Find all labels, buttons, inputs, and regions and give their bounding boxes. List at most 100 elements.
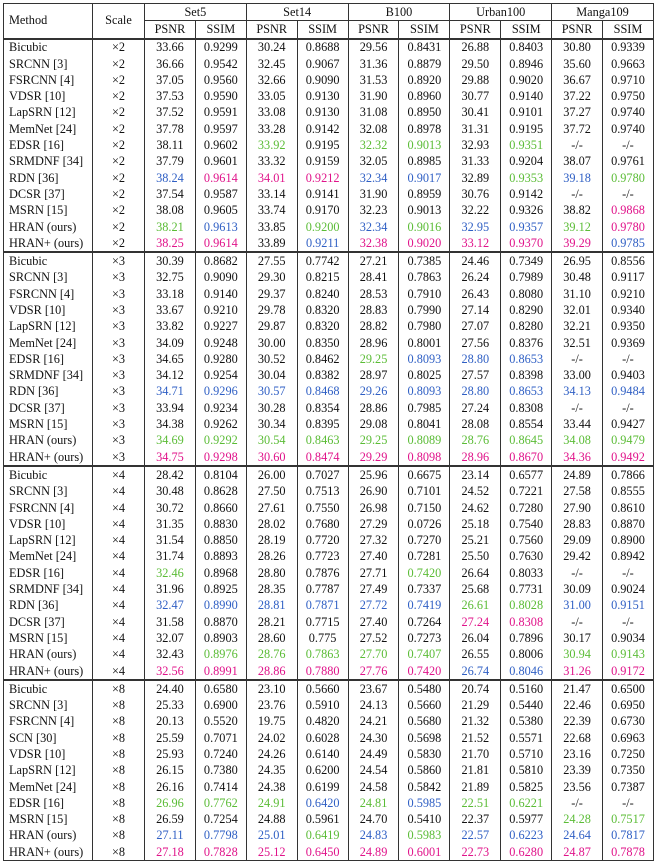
- ssim-cell: 0.8960: [398, 88, 451, 105]
- table-row: SCN [30] ×8 25.59 0.7071 24.02 0.6028 24.30 0.5…: [3, 730, 654, 747]
- psnr-cell: 37.72: [551, 121, 604, 138]
- psnr-cell: 30.48: [551, 269, 604, 287]
- ssim-cell: 0.5571: [500, 730, 553, 747]
- psnr-cell: 28.08: [449, 416, 502, 433]
- ssim-cell: 0.7863: [398, 269, 451, 287]
- psnr-cell: 23.76: [245, 697, 298, 714]
- method-cell: FSRCNN [4]: [3, 713, 93, 731]
- ssim-cell: 0.5660: [398, 697, 451, 714]
- psnr-cell: 31.53: [347, 72, 400, 89]
- psnr-cell: 32.08: [347, 121, 400, 138]
- ssim-cell: 0.7407: [398, 646, 451, 663]
- table-row: LapSRN [12] ×8 26.15 0.7380 24.35 0.6200 24.54…: [3, 762, 654, 779]
- scale-cell: ×4: [92, 597, 145, 614]
- psnr-cell: 28.86: [347, 400, 400, 417]
- ssim-cell: 0.5842: [398, 778, 451, 796]
- ssim-cell: 0.9024: [602, 581, 654, 598]
- ssim-cell: 0.9484: [602, 383, 654, 401]
- psnr-cell: 34.09: [144, 334, 196, 352]
- psnr-cell: -/-: [551, 137, 604, 154]
- dataset-header-set14: Set14: [245, 2, 349, 22]
- psnr-cell: 30.17: [551, 630, 604, 647]
- ssim-cell: 0.8308: [500, 613, 553, 631]
- psnr-cell: 23.16: [551, 746, 604, 763]
- psnr-cell: 33.14: [245, 186, 298, 203]
- metric-header-psnr: PSNR: [144, 20, 196, 40]
- ssim-cell: 0.8006: [500, 646, 553, 663]
- ssim-cell: 0.8942: [602, 548, 654, 566]
- ssim-cell: 0.9542: [194, 55, 247, 73]
- psnr-cell: 33.85: [245, 218, 298, 236]
- psnr-cell: 33.12: [449, 235, 502, 253]
- psnr-cell: 33.89: [245, 235, 298, 253]
- method-cell: DCSR [37]: [3, 400, 93, 417]
- psnr-cell: 38.21: [144, 218, 196, 236]
- table-row: RDN [36] ×2 38.24 0.9614 34.01 0.9212 32.34 0.9…: [3, 169, 654, 187]
- ssim-cell: 0.8978: [398, 121, 451, 138]
- psnr-cell: 28.19: [245, 532, 298, 549]
- psnr-cell: 31.08: [347, 104, 400, 122]
- method-cell: EDSR [16]: [3, 565, 93, 582]
- psnr-cell: -/-: [551, 795, 604, 812]
- ssim-cell: -/-: [602, 186, 654, 203]
- ssim-cell: 0.8350: [296, 334, 349, 352]
- psnr-cell: 27.11: [144, 827, 196, 845]
- method-cell: SRCNN [3]: [3, 697, 93, 714]
- ssim-cell: 0.6280: [500, 844, 553, 861]
- method-cell: HRAN+ (ours): [3, 662, 93, 681]
- ssim-cell: 0.9142: [500, 186, 553, 203]
- scale-cell: ×2: [92, 121, 145, 138]
- psnr-cell: 27.49: [347, 581, 400, 598]
- metric-header-ssim: SSIM: [194, 20, 247, 40]
- psnr-cell: 27.56: [449, 334, 502, 352]
- scale-cell: ×3: [92, 383, 145, 401]
- table-row: MemNet [24] ×4 31.74 0.8893 28.26 0.7723 27.40…: [3, 548, 654, 566]
- psnr-cell: 31.54: [144, 532, 196, 549]
- ssim-cell: 0.9339: [602, 37, 654, 56]
- psnr-cell: 34.12: [144, 367, 196, 384]
- psnr-cell: -/-: [551, 613, 604, 631]
- psnr-cell: 25.59: [144, 730, 196, 747]
- scale-cell: ×3: [92, 251, 145, 270]
- table-row: HRAN (ours) ×3 34.69 0.9292 30.54 0.8463 29.25…: [3, 432, 654, 450]
- psnr-cell: 38.25: [144, 235, 196, 253]
- ssim-cell: 0.9200: [296, 218, 349, 236]
- psnr-cell: 22.57: [449, 827, 502, 845]
- psnr-cell: 37.22: [551, 88, 604, 105]
- psnr-cell: 32.56: [144, 662, 196, 681]
- psnr-cell: 30.60: [245, 449, 298, 467]
- table-row: VDSR [10] ×4 31.35 0.8830 28.02 0.7680 27.29 0.…: [3, 516, 654, 533]
- scale-cell: ×8: [92, 730, 145, 747]
- method-cell: Bicubic: [3, 37, 93, 56]
- psnr-cell: 31.36: [347, 55, 400, 73]
- table-row: MemNet [24] ×8 26.16 0.7414 24.38 0.6199 24.58…: [3, 778, 654, 796]
- table-row: DCSR [37] ×2 37.54 0.9587 33.14 0.9141 31.90 0.…: [3, 186, 654, 203]
- psnr-cell: 38.82: [551, 202, 604, 219]
- psnr-cell: 31.35: [144, 516, 196, 533]
- ssim-cell: 0.8240: [296, 286, 349, 303]
- ssim-cell: 0.8462: [296, 351, 349, 368]
- scale-cell: ×3: [92, 318, 145, 335]
- psnr-cell: 28.81: [245, 597, 298, 614]
- ssim-cell: 0.7871: [296, 597, 349, 614]
- ssim-cell: 0.9492: [602, 449, 654, 467]
- scale-cell: ×3: [92, 432, 145, 450]
- psnr-cell: 24.89: [347, 844, 400, 861]
- ssim-cell: 0.7787: [296, 581, 349, 598]
- ssim-cell: 0.6223: [500, 827, 553, 845]
- psnr-cell: 23.14: [449, 465, 502, 484]
- ssim-cell: 0.9601: [194, 153, 247, 170]
- psnr-cell: 31.10: [551, 286, 604, 303]
- scale-cell: ×8: [92, 713, 145, 731]
- ssim-cell: 0.8395: [296, 416, 349, 433]
- ssim-cell: 0.9195: [500, 121, 553, 138]
- ssim-cell: -/-: [602, 137, 654, 154]
- ssim-cell: 0.9761: [602, 153, 654, 170]
- psnr-cell: 27.57: [449, 367, 502, 384]
- ssim-cell: 0.8610: [602, 499, 654, 517]
- psnr-cell: 27.50: [245, 483, 298, 500]
- scale-cell: ×2: [92, 153, 145, 170]
- ssim-cell: 0.8104: [194, 465, 247, 484]
- ssim-cell: 0.6580: [194, 679, 247, 698]
- table-row: FSRCNN [4] ×8 20.13 0.5520 19.75 0.4820 24.21 0…: [3, 713, 654, 731]
